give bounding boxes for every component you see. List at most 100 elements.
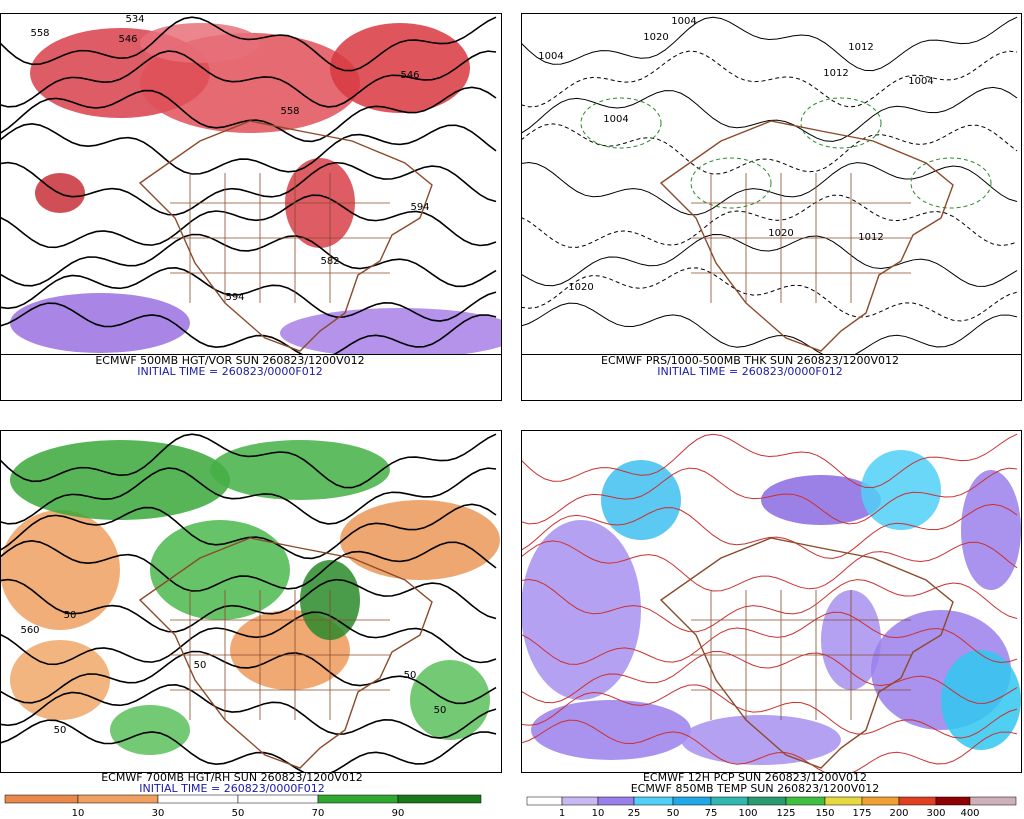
contour-label: 1004 xyxy=(908,76,933,87)
contour-label: 1020 xyxy=(768,228,793,239)
contour xyxy=(521,302,1018,355)
colorbar-segment xyxy=(969,796,1017,806)
colorbar-segment xyxy=(317,794,399,804)
initial-time: INITIAL TIME = 260823/0000F012 xyxy=(137,365,322,378)
colorbar-segment xyxy=(633,796,674,806)
colorbar-label: 175 xyxy=(852,808,871,819)
contour-label: 1012 xyxy=(858,232,883,243)
shaded-area xyxy=(410,660,490,740)
initial-time: INITIAL TIME = 260823/0000F012 xyxy=(657,365,842,378)
map-border xyxy=(0,13,502,355)
colorbar-label: 300 xyxy=(926,808,945,819)
colorbar-label: 150 xyxy=(815,808,834,819)
contour xyxy=(690,157,772,209)
contour xyxy=(0,467,497,525)
contour-label: 560 xyxy=(20,625,39,636)
colorbar-segment xyxy=(672,796,712,806)
shaded-area xyxy=(150,520,290,620)
contour-label: 534 xyxy=(125,14,144,25)
map-border xyxy=(521,13,1022,355)
initial-time: INITIAL TIME = 260823/0000F012 xyxy=(139,782,324,795)
shaded-area xyxy=(10,293,190,353)
contour-label: 50 xyxy=(54,725,67,736)
contour-label: 50 xyxy=(434,705,447,716)
colorbar-label: 75 xyxy=(705,808,718,819)
colorbar-label: 10 xyxy=(72,808,85,819)
contour xyxy=(521,503,1018,559)
contour xyxy=(521,50,1018,108)
contour xyxy=(0,650,497,705)
shaded-area xyxy=(10,640,110,720)
shaded-area xyxy=(531,700,691,760)
contour xyxy=(0,503,497,560)
colorbar-segment xyxy=(597,796,635,806)
colorbar-segment xyxy=(526,796,563,806)
contour-label: 50 xyxy=(404,670,417,681)
contour xyxy=(521,467,1018,525)
contour xyxy=(0,684,497,739)
contour xyxy=(0,16,497,72)
contour xyxy=(0,123,497,175)
contour-label: 582 xyxy=(320,256,339,267)
contour-label: 546 xyxy=(118,34,137,45)
contour xyxy=(0,578,497,633)
shaded-area xyxy=(330,23,470,113)
colorbar-segment xyxy=(157,794,239,804)
contour xyxy=(521,651,1018,704)
shaded-area xyxy=(210,440,390,500)
contour xyxy=(521,194,1018,248)
contour-label: 594 xyxy=(225,292,244,303)
contour-label: 50 xyxy=(194,660,207,671)
contour xyxy=(521,433,1018,489)
contour xyxy=(521,611,1018,665)
contour-label: 1020 xyxy=(568,282,593,293)
contour xyxy=(0,611,497,666)
colorbar-label: 70 xyxy=(312,808,325,819)
contour xyxy=(0,194,497,249)
contour-label: 1012 xyxy=(848,42,873,53)
map-background xyxy=(521,13,1022,355)
contour-label: 594 xyxy=(410,202,429,213)
contour xyxy=(0,540,497,592)
contour-label: 1004 xyxy=(538,51,563,62)
colorbar-label: 90 xyxy=(392,808,405,819)
colorbar-label: 50 xyxy=(667,808,680,819)
shaded-area xyxy=(941,650,1021,750)
colorbar-label: 10 xyxy=(592,808,605,819)
contour-label: 1012 xyxy=(823,68,848,79)
colorbar-segment xyxy=(77,794,159,804)
contour xyxy=(0,86,497,143)
contour xyxy=(580,97,662,149)
contour-label: 558 xyxy=(280,106,299,117)
contour xyxy=(521,684,1018,739)
map-border xyxy=(0,430,502,773)
map-panel: 560 50 50 50 50 50 xyxy=(0,430,502,773)
contour-label: 1004 xyxy=(603,114,628,125)
contour xyxy=(0,302,497,355)
colorbar-segment xyxy=(710,796,749,806)
contour-label: 1020 xyxy=(643,32,668,43)
caption: ECMWF 500MB HGT/VOR SUN 260823/1200V012 xyxy=(95,354,364,367)
caption: ECMWF PRS/1000-500MB THK SUN 260823/1200… xyxy=(601,354,899,367)
shaded-area xyxy=(681,715,841,765)
contour xyxy=(521,267,1018,322)
shaded-area xyxy=(10,440,230,520)
colorbar-segment xyxy=(824,796,863,806)
colorbar-label: 30 xyxy=(152,808,165,819)
contour xyxy=(0,267,497,322)
contour xyxy=(910,157,992,209)
caption: ECMWF 700MB HGT/RH SUN 260823/1200V012 xyxy=(101,771,363,784)
contour xyxy=(521,540,1018,592)
colorbar-label: 50 xyxy=(232,808,245,819)
colorbar-segment xyxy=(237,794,319,804)
colorbar-label: 25 xyxy=(628,808,641,819)
shaded-area xyxy=(861,450,941,530)
map-panel xyxy=(521,430,1022,773)
shaded-area xyxy=(0,510,120,630)
contour xyxy=(0,161,497,216)
colorbar-label: 200 xyxy=(889,808,908,819)
colorbar-label: 125 xyxy=(776,808,795,819)
shaded-area xyxy=(340,500,500,580)
